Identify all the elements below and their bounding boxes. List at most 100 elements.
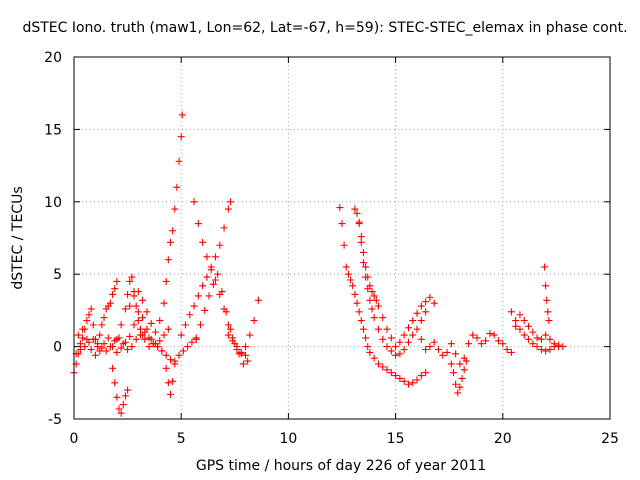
- data-point: [126, 332, 134, 340]
- data-point: [349, 282, 357, 290]
- data-point: [370, 354, 378, 362]
- data-point: [404, 324, 412, 332]
- series-0: [70, 277, 121, 377]
- data-point: [544, 308, 552, 316]
- data-point: [250, 317, 258, 325]
- data-point: [443, 348, 451, 356]
- series-18: [512, 311, 563, 351]
- data-point: [413, 376, 421, 384]
- data-point: [181, 321, 189, 329]
- data-point: [374, 325, 382, 333]
- data-point: [156, 337, 164, 345]
- data-point: [130, 321, 138, 329]
- y-tick-label: 5: [53, 267, 62, 283]
- data-point: [143, 308, 151, 316]
- data-point: [130, 292, 138, 300]
- data-point: [190, 198, 198, 206]
- data-point: [366, 348, 374, 356]
- data-point: [370, 292, 378, 300]
- data-point: [194, 220, 202, 228]
- data-point: [490, 331, 498, 339]
- data-point: [117, 409, 125, 417]
- data-point: [205, 292, 213, 300]
- data-point: [83, 335, 91, 343]
- data-point: [160, 299, 168, 307]
- series-8: [177, 198, 235, 339]
- data-point: [237, 348, 245, 356]
- data-point: [362, 263, 370, 271]
- data-point: [151, 328, 159, 336]
- data-point: [336, 204, 344, 212]
- data-point: [486, 330, 494, 338]
- data-point: [113, 277, 121, 285]
- data-point: [396, 350, 404, 358]
- data-point: [166, 356, 174, 364]
- data-point: [347, 276, 355, 284]
- data-point: [430, 299, 438, 307]
- data-point: [134, 317, 142, 325]
- data-point: [546, 345, 554, 353]
- data-point: [387, 334, 395, 342]
- data-point: [379, 335, 387, 343]
- data-point: [368, 305, 376, 313]
- data-point: [139, 314, 147, 322]
- data-point: [188, 338, 196, 346]
- data-point: [244, 357, 252, 365]
- data-point: [227, 325, 235, 333]
- data-point: [537, 345, 545, 353]
- data-point: [128, 273, 136, 281]
- data-point: [83, 317, 91, 325]
- data-point: [364, 343, 372, 351]
- data-point: [179, 347, 187, 355]
- series-10: [192, 270, 252, 368]
- series-16: [447, 357, 470, 397]
- data-point: [121, 305, 129, 313]
- data-point: [512, 322, 520, 330]
- data-point: [106, 299, 114, 307]
- data-point: [124, 345, 132, 353]
- data-point: [128, 343, 136, 351]
- data-point: [124, 290, 132, 298]
- data-point: [239, 360, 247, 368]
- data-point: [417, 302, 425, 310]
- data-point: [113, 335, 121, 343]
- data-point: [516, 311, 524, 319]
- data-point: [422, 308, 430, 316]
- data-point: [169, 377, 177, 385]
- data-point: [171, 205, 179, 213]
- series-9: [190, 198, 250, 359]
- data-point: [113, 348, 121, 356]
- data-point: [233, 345, 241, 353]
- data-point: [366, 282, 374, 290]
- data-point: [254, 296, 262, 304]
- data-point: [458, 374, 466, 382]
- x-tick-label: 25: [601, 431, 619, 447]
- data-point: [117, 321, 125, 329]
- x-tick-label: 15: [387, 431, 405, 447]
- data-point: [362, 334, 370, 342]
- data-point: [449, 369, 457, 377]
- data-point: [364, 273, 372, 281]
- data-point: [413, 309, 421, 317]
- series-13: [351, 205, 430, 359]
- data-point: [87, 305, 95, 313]
- data-point: [194, 292, 202, 300]
- data-point: [520, 331, 528, 339]
- data-point: [76, 345, 84, 353]
- data-point: [430, 338, 438, 346]
- data-point: [452, 380, 460, 388]
- data-point: [387, 347, 395, 355]
- data-point: [447, 360, 455, 368]
- data-point: [186, 311, 194, 319]
- data-point: [495, 337, 503, 345]
- data-point: [209, 280, 217, 288]
- data-point: [426, 343, 434, 351]
- data-point: [422, 369, 430, 377]
- data-point: [160, 331, 168, 339]
- data-point: [359, 248, 367, 256]
- data-point: [100, 340, 108, 348]
- data-point: [507, 348, 515, 356]
- data-point: [166, 390, 174, 398]
- data-point: [520, 317, 528, 325]
- data-point: [392, 372, 400, 380]
